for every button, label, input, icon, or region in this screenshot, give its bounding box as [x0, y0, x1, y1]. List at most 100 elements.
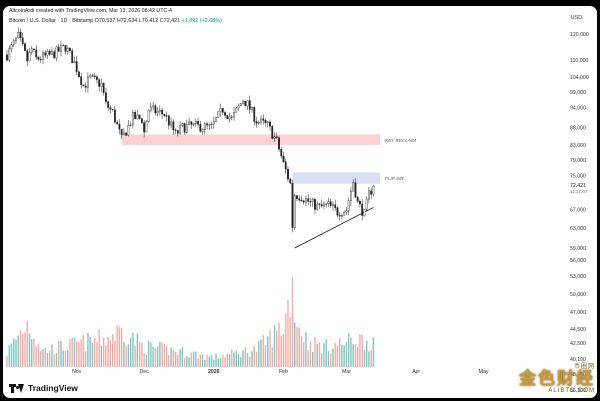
candle-body	[17, 31, 20, 39]
candle-body	[19, 31, 22, 39]
zone-label: FLIP S/R	[385, 176, 404, 181]
candle-body	[42, 52, 44, 60]
price-chart[interactable]: 120,000 110,000 104,000 99,000 94,000 88,000 8…	[3, 6, 597, 398]
candle-body	[109, 107, 112, 110]
y-tick-label: 110,000	[570, 58, 588, 64]
volume-bar	[91, 342, 94, 367]
price-axis: 120,000 110,000 104,000 99,000 94,000 88,000 8…	[570, 32, 589, 394]
candle-body	[352, 182, 355, 192]
volume-bar	[22, 333, 24, 367]
candle-body	[278, 137, 280, 150]
candle-body	[35, 49, 38, 58]
volume-bar	[354, 344, 357, 367]
change-value: +1,892 (+2.68%)	[181, 18, 222, 24]
volume-bar	[217, 358, 220, 367]
candle-body	[152, 105, 155, 108]
candle-body	[302, 200, 305, 203]
candle-body	[154, 105, 157, 114]
y-tick-label: 56,000	[570, 258, 586, 264]
candle-body	[350, 190, 352, 201]
volume-bar	[276, 330, 278, 367]
candle-body	[296, 195, 298, 199]
y-tick-label: 63,000	[570, 226, 586, 232]
y-tick-label: 83,000	[570, 143, 586, 149]
candle-body	[269, 121, 271, 127]
volume-bar	[179, 349, 181, 367]
candle-body	[239, 103, 242, 106]
volume-bar	[127, 344, 130, 367]
volume-bar	[138, 341, 141, 367]
candle-body	[89, 75, 92, 78]
y-tick-label: 59,000	[570, 246, 586, 252]
candle-body	[300, 199, 303, 201]
volume-bar	[183, 357, 186, 367]
candle-body	[78, 71, 80, 77]
candle-body	[30, 48, 33, 53]
volume-bar	[15, 339, 17, 367]
volume-bar	[323, 343, 325, 367]
volume-bar	[33, 338, 35, 367]
candle-body	[255, 121, 258, 124]
symbol-name: Bitcoin / U.S. Dollar · 1D · Bitstamp	[9, 18, 94, 24]
candle-body	[71, 50, 74, 64]
candle-body	[237, 105, 240, 109]
candle-body	[287, 168, 289, 180]
y-tick-label: 40,100	[570, 357, 586, 363]
volume-bar	[197, 358, 199, 367]
candle-body	[105, 92, 107, 102]
candle-body	[307, 198, 310, 202]
volume-bar	[165, 345, 168, 367]
volume-bar	[132, 332, 134, 367]
candle-body	[37, 56, 40, 60]
volume-bar	[93, 338, 96, 367]
volume-bar	[201, 354, 204, 367]
candle-body	[266, 121, 269, 123]
volume-bar	[123, 342, 125, 367]
candle-body	[161, 110, 164, 115]
tradingview-brand[interactable]: TradingView	[9, 383, 78, 393]
candle-body	[80, 76, 83, 86]
candle-body	[203, 123, 206, 130]
volume-bar	[334, 342, 336, 367]
zone-label: KEY RECLAIM	[385, 138, 416, 143]
volume-bar	[237, 353, 240, 367]
candle-body	[199, 124, 202, 132]
candle-body	[233, 112, 235, 118]
volume-bar	[246, 353, 249, 367]
volume-bar	[71, 337, 73, 367]
candle-body	[64, 45, 67, 52]
volume-bar	[249, 356, 251, 367]
volume-bar	[316, 344, 318, 367]
candle-body	[149, 106, 152, 111]
candle-body	[190, 121, 193, 125]
volume-bar	[37, 344, 40, 367]
candle-body	[273, 136, 276, 139]
candle-body	[293, 195, 296, 228]
volume-bar	[118, 326, 121, 367]
volume-bar	[98, 329, 100, 367]
x-tick-label: May	[479, 369, 489, 375]
candle-body	[221, 107, 224, 113]
x-tick-label: Apr	[412, 369, 420, 375]
volume-bar	[226, 353, 228, 367]
candle-body	[62, 45, 65, 47]
volume-bar	[208, 356, 211, 367]
volume-bar	[159, 341, 161, 367]
volume-bar	[356, 346, 359, 367]
low-value: L70,412	[138, 18, 159, 24]
volume-bar	[325, 339, 327, 367]
candle-body	[48, 51, 51, 55]
volume-bar	[258, 341, 260, 367]
candle-body	[264, 120, 267, 123]
volume-bar	[40, 350, 42, 367]
volume-bar	[24, 332, 26, 367]
volume-bar	[267, 336, 269, 367]
volume-bar	[287, 299, 289, 367]
volume-bar	[150, 342, 152, 367]
candle-body	[329, 201, 332, 206]
volume-bar	[363, 350, 366, 367]
candle-body	[246, 100, 249, 107]
y-tick-label: 44,500	[570, 327, 586, 333]
candle-body	[305, 198, 307, 203]
volume-bar	[163, 344, 166, 367]
